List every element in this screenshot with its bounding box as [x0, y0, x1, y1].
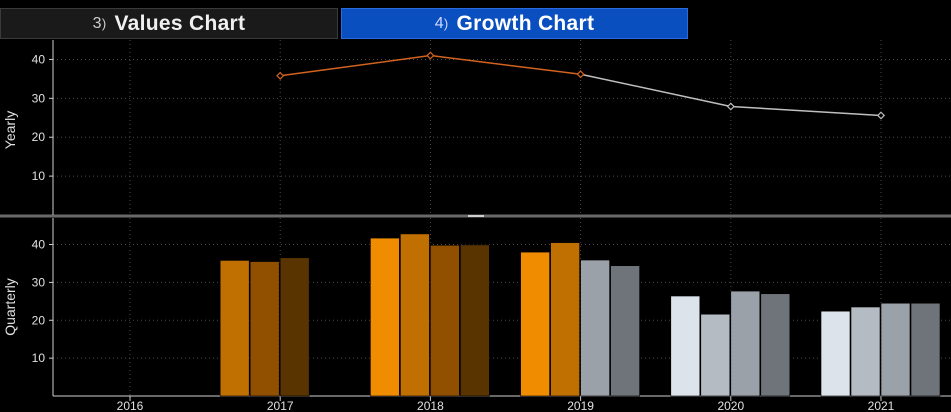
- yearly-axis-label: Yearly: [2, 111, 18, 149]
- yearly-line-segment: [580, 73, 731, 108]
- yearly-y-axis: 10 20 30 40: [32, 40, 54, 215]
- quarterly-y-axis: 10 20 30 40: [32, 218, 54, 396]
- bar-2021-q2[interactable]: [850, 306, 881, 397]
- bar-2019-q2[interactable]: [550, 242, 580, 397]
- quarterly-y-tick-label: 30: [32, 275, 46, 289]
- yearly-line-segment: [430, 54, 581, 75]
- bar-2019-q4[interactable]: [610, 265, 640, 397]
- x-tick-label: 2019: [567, 399, 594, 412]
- bar-2017-q3[interactable]: [279, 257, 310, 397]
- bar-2019-q1[interactable]: [520, 251, 550, 397]
- x-tick-label: 2016: [117, 399, 144, 412]
- yearly-point-2020[interactable]: [726, 102, 735, 111]
- tab-bar: 3) Values Chart 4) Growth Chart: [0, 0, 951, 40]
- yearly-line-segment: [280, 54, 431, 77]
- yearly-point-2021[interactable]: [876, 111, 886, 120]
- tab-number: 3): [92, 14, 107, 32]
- x-axis: 2016 2017 2018 2019 2020 2021: [53, 395, 951, 412]
- yearly-y-tick-label: 10: [32, 169, 46, 183]
- tab-label: Growth Chart: [456, 11, 595, 35]
- bar-2020-q4[interactable]: [760, 293, 791, 397]
- yearly-line: [276, 51, 886, 120]
- bar-2018-q2[interactable]: [400, 233, 430, 397]
- bar-2020-q1[interactable]: [670, 295, 701, 397]
- bar-2021-q4[interactable]: [910, 302, 941, 397]
- quarterly-y-tick-label: 40: [32, 238, 46, 252]
- bar-2021-q3[interactable]: [880, 302, 911, 397]
- bar-2017-q2[interactable]: [249, 261, 280, 397]
- quarterly-axis-label: Quarterly: [2, 278, 18, 336]
- quarterly-grid: [53, 218, 951, 396]
- yearly-y-tick-label: 30: [32, 91, 46, 105]
- yearly-point-2018[interactable]: [426, 51, 435, 60]
- yearly-point-2017[interactable]: [276, 71, 285, 80]
- x-tick-label: 2021: [868, 399, 895, 412]
- yearly-point-2019[interactable]: [576, 70, 585, 79]
- tab-growth-chart[interactable]: 4) Growth Chart: [341, 8, 688, 39]
- tab-values-chart[interactable]: 3) Values Chart: [0, 8, 338, 39]
- bar-2018-q1[interactable]: [370, 237, 400, 397]
- bar-2018-q4[interactable]: [460, 244, 490, 397]
- yearly-grid: [53, 40, 951, 215]
- bar-2020-q3[interactable]: [730, 290, 761, 397]
- tab-label: Values Chart: [114, 11, 246, 35]
- bar-2020-q2[interactable]: [700, 313, 731, 397]
- quarterly-bars: [219, 233, 941, 397]
- x-tick-label: 2020: [717, 399, 744, 412]
- yearly-line-segment: [730, 105, 882, 117]
- quarterly-y-tick-label: 20: [32, 313, 46, 327]
- tab-number: 4): [434, 14, 449, 32]
- bar-2017-q1[interactable]: [219, 260, 250, 397]
- bar-2018-q3[interactable]: [430, 244, 460, 397]
- x-tick-label: 2018: [417, 399, 444, 412]
- x-tick-label: 2017: [267, 399, 294, 412]
- bar-2019-q3[interactable]: [580, 259, 610, 397]
- quarterly-y-tick-label: 10: [32, 351, 46, 365]
- bar-2021-q1[interactable]: [820, 310, 851, 397]
- yearly-y-tick-label: 20: [32, 130, 46, 144]
- yearly-y-tick-label: 40: [32, 52, 46, 66]
